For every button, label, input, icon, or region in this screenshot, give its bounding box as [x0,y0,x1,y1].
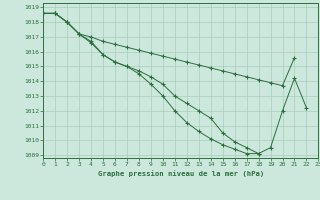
X-axis label: Graphe pression niveau de la mer (hPa): Graphe pression niveau de la mer (hPa) [98,170,264,177]
